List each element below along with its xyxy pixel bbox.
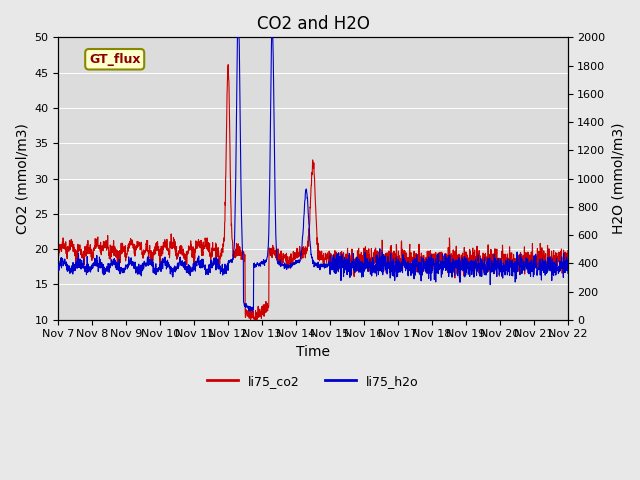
Text: GT_flux: GT_flux xyxy=(89,53,140,66)
Legend: li75_co2, li75_h2o: li75_co2, li75_h2o xyxy=(202,370,424,393)
Y-axis label: CO2 (mmol/m3): CO2 (mmol/m3) xyxy=(15,123,29,234)
Y-axis label: H2O (mmol/m3): H2O (mmol/m3) xyxy=(611,123,625,234)
Title: CO2 and H2O: CO2 and H2O xyxy=(257,15,369,33)
X-axis label: Time: Time xyxy=(296,345,330,359)
